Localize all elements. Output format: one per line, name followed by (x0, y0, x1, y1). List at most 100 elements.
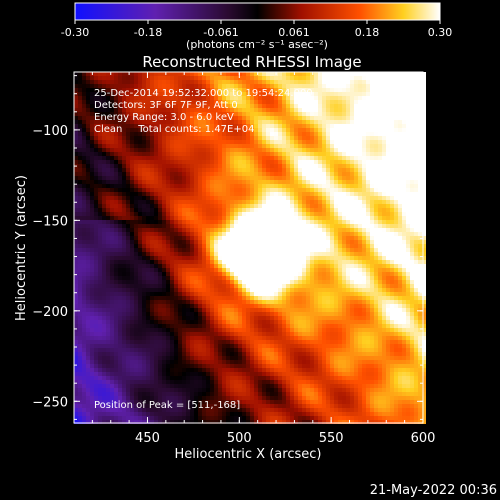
heatmap-cell (382, 176, 386, 180)
heatmap-cell (134, 168, 138, 172)
heatmap-cell (298, 96, 302, 100)
heatmap-cell (166, 228, 170, 232)
heatmap-cell (90, 172, 94, 176)
heatmap-cell (170, 124, 174, 128)
heatmap-cell (278, 132, 282, 136)
heatmap-cell (390, 80, 394, 84)
heatmap-cell (278, 272, 282, 276)
heatmap-cell (342, 264, 346, 268)
heatmap-cell (134, 192, 138, 196)
heatmap-cell (150, 176, 154, 180)
heatmap-cell (370, 144, 374, 148)
heatmap-cell (270, 176, 274, 180)
heatmap-cell (402, 96, 406, 100)
heatmap-cell (174, 168, 178, 172)
heatmap-cell (230, 272, 234, 276)
heatmap-cell (222, 156, 226, 160)
heatmap-cell (398, 116, 402, 120)
heatmap-cell (246, 264, 250, 268)
heatmap-cell (86, 208, 90, 212)
heatmap-cell (410, 128, 414, 132)
heatmap-cell (294, 260, 298, 264)
heatmap-cell (250, 196, 254, 200)
heatmap-cell (218, 192, 222, 196)
heatmap-cell (198, 172, 202, 176)
heatmap-cell (178, 272, 182, 276)
heatmap-cell (146, 132, 150, 136)
heatmap-cell (362, 236, 366, 240)
heatmap-cell (274, 140, 278, 144)
heatmap-cell (294, 208, 298, 212)
heatmap-cell (174, 108, 178, 112)
heatmap-cell (378, 192, 382, 196)
heatmap-cell (174, 176, 178, 180)
heatmap-cell (138, 200, 142, 204)
heatmap-cell (154, 84, 158, 88)
heatmap-cell (394, 112, 398, 116)
heatmap-cell (206, 164, 210, 168)
heatmap-cell (322, 276, 326, 280)
heatmap-cell (158, 76, 162, 80)
heatmap-cell (114, 236, 118, 240)
heatmap-cell (194, 88, 198, 92)
heatmap-cell (294, 164, 298, 168)
heatmap-cell (114, 80, 118, 84)
heatmap-cell (102, 148, 106, 152)
heatmap-cell (110, 148, 114, 152)
heatmap-cell (378, 264, 382, 268)
heatmap-cell (342, 172, 346, 176)
heatmap-cell (306, 124, 310, 128)
heatmap-cell (214, 176, 218, 180)
heatmap-cell (278, 216, 282, 220)
heatmap-cell (186, 100, 190, 104)
heatmap-cell (410, 72, 414, 76)
heatmap-cell (294, 160, 298, 164)
heatmap-cell (374, 184, 378, 188)
heatmap-cell (382, 120, 386, 124)
heatmap-cell (402, 148, 406, 152)
heatmap-cell (286, 284, 290, 288)
heatmap-cell (366, 208, 370, 212)
heatmap-cell (242, 276, 246, 280)
heatmap-cell (94, 92, 98, 96)
heatmap-cell (398, 256, 402, 260)
heatmap-cell (318, 116, 322, 120)
heatmap-cell (126, 256, 130, 260)
heatmap-cell (398, 272, 402, 276)
heatmap-cell (410, 236, 414, 240)
heatmap-cell (258, 156, 262, 160)
heatmap-cell (330, 96, 334, 100)
heatmap-cell (302, 112, 306, 116)
heatmap-cell (102, 132, 106, 136)
heatmap-cell (150, 84, 154, 88)
heatmap-cell (250, 124, 254, 128)
heatmap-cell (278, 116, 282, 120)
heatmap-cell (182, 248, 186, 252)
heatmap-cell (390, 124, 394, 128)
heatmap-cell (318, 136, 322, 140)
heatmap-cell (286, 180, 290, 184)
heatmap-cell (374, 208, 378, 212)
heatmap-cell (370, 76, 374, 80)
heatmap-cell (214, 76, 218, 80)
heatmap-cell (242, 256, 246, 260)
heatmap-cell (334, 172, 338, 176)
heatmap-cell (350, 96, 354, 100)
heatmap-cell (250, 292, 254, 296)
heatmap-cell (158, 136, 162, 140)
heatmap-cell (162, 228, 166, 232)
heatmap-cell (370, 220, 374, 224)
heatmap-cell (330, 168, 334, 172)
heatmap-cell (270, 128, 274, 132)
heatmap-cell (258, 224, 262, 228)
heatmap-cell (390, 220, 394, 224)
heatmap-cell (422, 184, 426, 188)
heatmap-cell (162, 192, 166, 196)
heatmap-cell (186, 116, 190, 120)
heatmap-cell (82, 236, 86, 240)
heatmap-cell (162, 196, 166, 200)
heatmap-cell (82, 152, 86, 156)
heatmap-cell (378, 92, 382, 96)
heatmap-cell (230, 264, 234, 268)
heatmap-cell (94, 184, 98, 188)
